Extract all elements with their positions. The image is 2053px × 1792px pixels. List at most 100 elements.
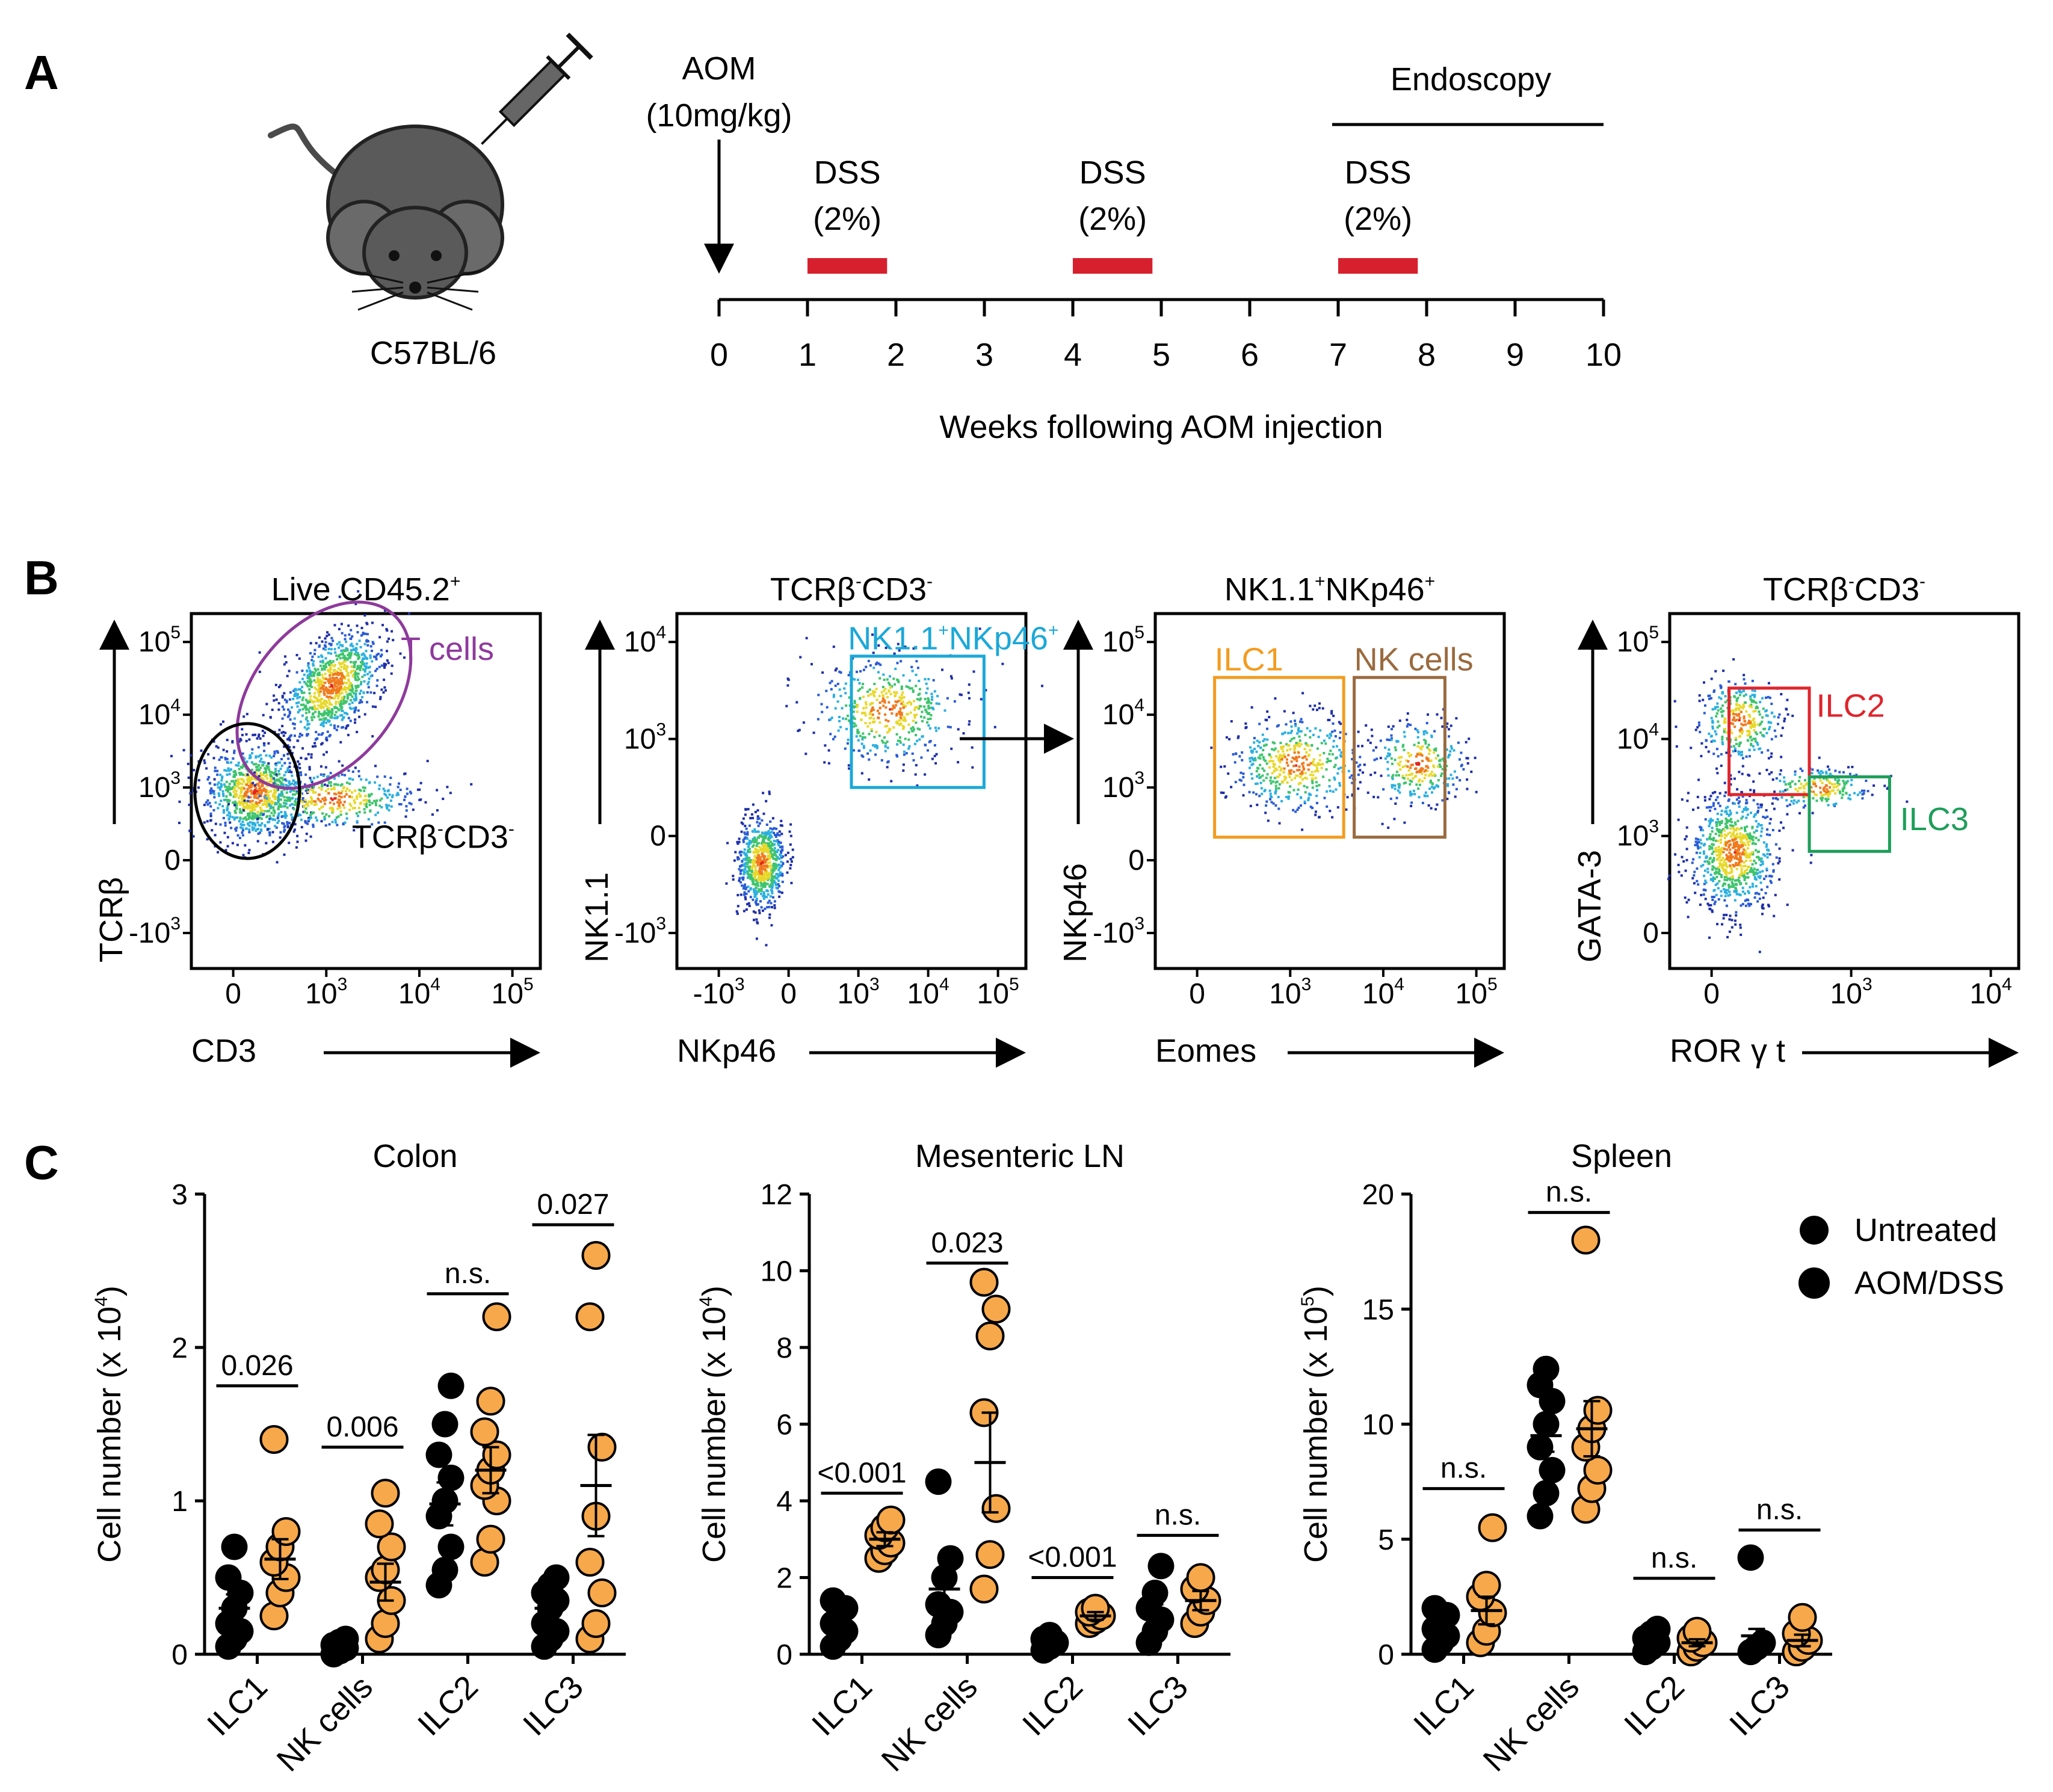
event-dot xyxy=(241,803,244,806)
event-dot xyxy=(380,805,383,808)
event-dot xyxy=(1399,768,1402,771)
event-dot xyxy=(293,828,296,831)
event-dot xyxy=(348,706,351,709)
event-dot xyxy=(289,804,292,807)
event-dot xyxy=(911,670,914,673)
event-dot xyxy=(1696,843,1699,846)
event-dot xyxy=(290,802,293,805)
event-dot xyxy=(1737,802,1740,805)
event-dot xyxy=(888,727,891,730)
event-dot xyxy=(746,837,749,840)
event-dot xyxy=(343,667,345,670)
event-dot xyxy=(203,804,206,807)
event-dot xyxy=(300,757,303,759)
event-dot xyxy=(763,881,766,884)
event-dot xyxy=(259,811,262,814)
event-dot xyxy=(1410,772,1413,775)
event-dot xyxy=(1281,733,1284,736)
event-dot xyxy=(328,692,331,695)
event-dot xyxy=(1287,790,1290,793)
event-dot xyxy=(763,855,766,858)
event-dot xyxy=(1437,779,1440,781)
event-dot xyxy=(211,829,214,832)
event-dot xyxy=(971,746,974,749)
event-dot xyxy=(220,756,223,759)
x-axis-label: Eomes xyxy=(1155,1033,1256,1069)
event-dot xyxy=(1445,765,1448,768)
event-dot xyxy=(747,845,750,848)
event-dot xyxy=(838,719,841,722)
event-dot xyxy=(357,590,360,593)
event-dot xyxy=(1729,777,1732,780)
event-dot xyxy=(405,809,408,812)
event-dot xyxy=(350,671,353,674)
event-dot xyxy=(1392,774,1395,777)
event-dot xyxy=(314,745,317,748)
event-dot xyxy=(338,627,341,630)
event-dot xyxy=(1298,765,1301,768)
event-dot xyxy=(266,789,269,792)
event-dot xyxy=(1761,870,1764,873)
event-dot xyxy=(306,674,309,677)
event-dot xyxy=(225,789,228,792)
event-dot xyxy=(739,854,742,857)
event-dot xyxy=(1729,813,1732,816)
event-dot xyxy=(775,858,777,861)
event-dot xyxy=(226,845,229,848)
event-dot xyxy=(797,730,800,732)
event-dot xyxy=(265,805,268,808)
event-dot xyxy=(324,824,327,827)
gate-outline xyxy=(850,654,986,789)
y-tick-label: 103 xyxy=(138,768,181,804)
event-dot xyxy=(248,757,251,760)
event-dot xyxy=(889,708,892,711)
event-dot xyxy=(1427,757,1430,760)
event-dot xyxy=(320,683,323,686)
event-dot xyxy=(901,691,904,694)
event-dot xyxy=(1379,739,1382,742)
event-dot xyxy=(300,691,303,694)
event-dot xyxy=(1422,733,1425,736)
event-dot xyxy=(342,822,345,825)
event-dot xyxy=(780,850,782,853)
event-dot xyxy=(1741,795,1744,798)
event-dot xyxy=(357,709,360,712)
event-dot xyxy=(259,824,262,827)
event-dot xyxy=(1436,803,1439,806)
event-dot xyxy=(337,674,340,676)
event-dot xyxy=(912,690,915,693)
event-dot xyxy=(1374,771,1377,774)
event-dot xyxy=(924,773,927,776)
event-dot xyxy=(226,800,229,803)
event-dot xyxy=(1724,868,1727,871)
event-dot xyxy=(1235,753,1238,756)
event-dot xyxy=(765,870,768,873)
event-dot xyxy=(322,774,325,777)
event-dot xyxy=(363,642,366,645)
event-dot xyxy=(1754,872,1757,875)
event-dot xyxy=(258,670,261,673)
event-dot xyxy=(1744,869,1747,872)
event-dot xyxy=(865,665,868,668)
event-dot xyxy=(761,909,764,912)
event-dot xyxy=(262,734,265,737)
event-dot xyxy=(1738,876,1741,879)
event-dot xyxy=(244,844,247,847)
event-dot xyxy=(1424,730,1427,733)
event-dot xyxy=(289,691,292,694)
event-dot xyxy=(328,698,330,701)
event-dot xyxy=(780,819,783,822)
event-dot xyxy=(1714,833,1717,836)
event-dot xyxy=(747,902,750,905)
x-tick-label: 103 xyxy=(305,975,347,1010)
event-dot xyxy=(1230,720,1233,723)
event-dot xyxy=(320,706,323,709)
event-dot xyxy=(773,900,776,903)
event-dot xyxy=(336,642,339,645)
event-dot xyxy=(359,699,362,702)
event-dot xyxy=(313,668,316,670)
event-dot xyxy=(351,701,354,704)
event-dot xyxy=(896,743,899,746)
event-dot xyxy=(1733,899,1737,902)
event-dot xyxy=(277,733,280,736)
